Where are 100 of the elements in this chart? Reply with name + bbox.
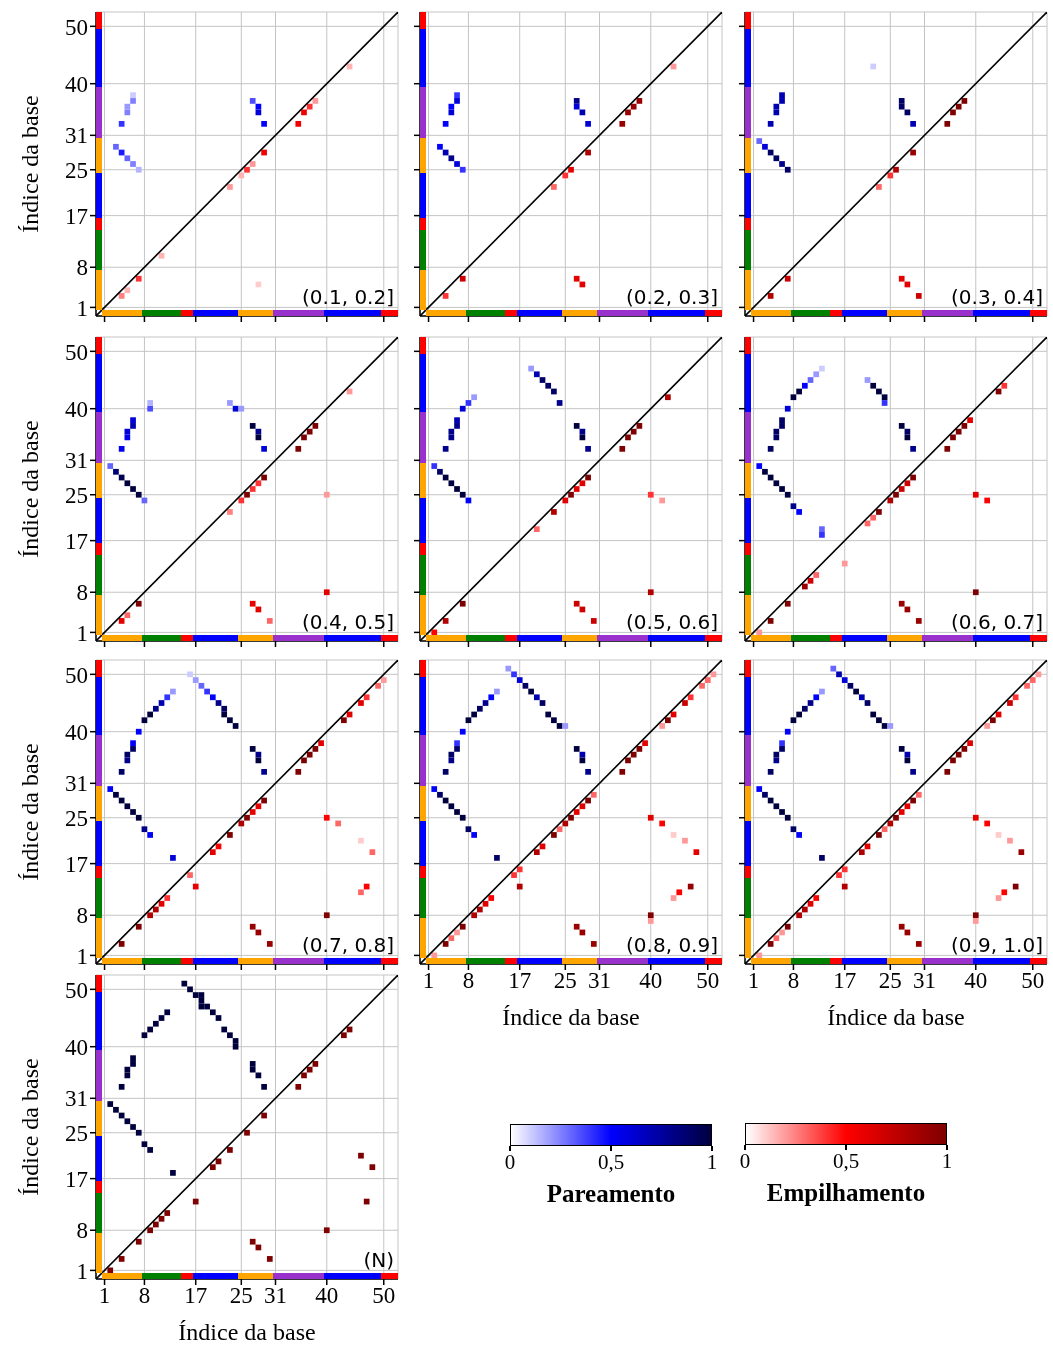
point [893,814,899,821]
point [380,677,387,683]
point [215,700,222,706]
point [341,717,347,724]
y-tick-label: 31 [65,771,88,797]
point [636,98,643,104]
x-tick-label: 1 [422,968,435,994]
point [295,445,302,452]
point [152,1221,159,1228]
point [266,941,273,947]
point [585,768,591,775]
point [341,1032,347,1039]
point [590,618,597,624]
point [762,468,768,475]
point [130,746,136,752]
point [1012,883,1019,890]
point [198,992,205,998]
annotation: (0.1, 0.2] [302,285,394,309]
point [431,786,438,792]
point [124,155,131,162]
point [590,791,597,798]
point [573,746,580,752]
point [801,705,808,712]
point [459,923,466,930]
x-tick-label: 25 [229,1283,253,1309]
point [118,445,125,452]
point [784,405,791,412]
point [619,445,626,452]
point [454,486,460,492]
x-tick-label: 50 [696,968,720,994]
point [249,746,256,752]
point [135,1238,142,1245]
point [187,872,193,878]
point [511,671,517,678]
point [551,832,557,838]
point [898,486,905,492]
point [625,434,631,441]
point [647,814,654,821]
point [665,717,671,724]
point [232,1043,239,1050]
point [442,120,449,127]
point [249,923,256,930]
point [841,883,848,890]
point [249,423,256,429]
text: 1 [941,1149,953,1174]
point [113,468,119,475]
point [898,746,905,752]
point [471,394,477,401]
point [801,583,808,590]
point [893,166,899,173]
y-tick-label: 8 [76,580,88,606]
point [784,728,791,735]
point [363,883,370,890]
point [454,417,460,424]
point [516,883,523,890]
point [573,423,580,429]
point [306,1066,313,1073]
y-tick-label: 40 [65,396,88,422]
point [819,855,825,861]
point [568,166,574,173]
point [915,941,922,947]
y-tick-label: 31 [65,123,88,149]
point [158,252,165,259]
point [813,895,820,901]
point [238,405,245,412]
point [773,103,780,110]
point [124,109,131,116]
point [209,1009,216,1016]
point [130,740,136,747]
point [181,980,188,987]
point [130,486,136,492]
point [573,809,580,815]
point [898,809,905,815]
point [790,394,797,401]
point [801,382,808,389]
point [135,600,142,607]
point [858,694,865,701]
point [375,682,381,689]
point [682,837,688,844]
point [779,98,785,104]
point [950,434,956,441]
point [881,723,888,729]
point [323,814,330,821]
y-tick-label: 1 [76,620,88,646]
point [984,820,991,827]
point [665,394,671,401]
annotation: (0.3, 0.4] [951,285,1043,309]
point [192,883,199,890]
point [494,855,500,861]
point [773,109,780,116]
x-tick-label: 31 [263,1283,287,1309]
point [301,109,307,116]
point [476,705,483,712]
point [853,688,859,695]
point [573,600,580,607]
point [539,377,546,383]
point [454,929,460,936]
point [454,746,460,752]
point [198,997,205,1004]
point [955,428,962,435]
